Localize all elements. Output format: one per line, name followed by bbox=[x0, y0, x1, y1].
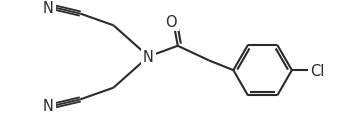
Text: O: O bbox=[165, 15, 177, 30]
Text: N: N bbox=[43, 1, 53, 16]
Text: N: N bbox=[143, 50, 154, 64]
Text: N: N bbox=[43, 98, 53, 113]
Text: Cl: Cl bbox=[310, 63, 324, 78]
